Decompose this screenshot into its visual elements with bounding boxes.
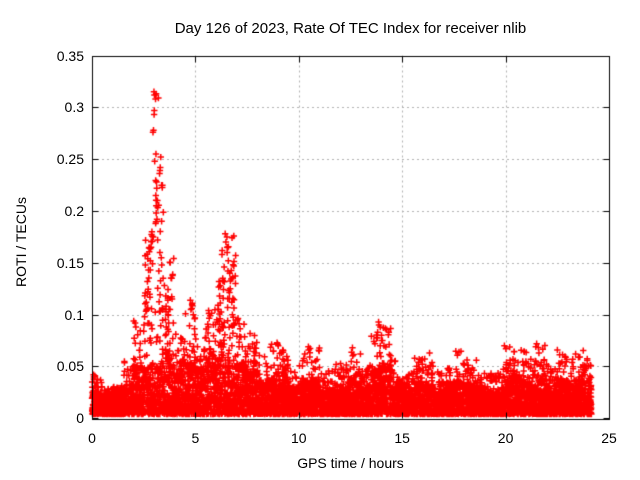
x-tick-label: 10: [291, 430, 307, 446]
y-tick-label: 0.05: [56, 358, 84, 375]
y-tick-label: 0.1: [64, 306, 84, 323]
chart-title: Day 126 of 2023, Rate Of TEC Index for r…: [174, 20, 527, 37]
y-tick-label: 0.15: [56, 254, 84, 271]
x-tick-label: 5: [191, 430, 200, 446]
x-tick-label: 15: [394, 430, 410, 446]
y-tick-label: 0.2: [64, 202, 84, 219]
x-tick-label: 0: [88, 430, 96, 446]
y-tick-label: 0: [76, 410, 84, 427]
x-tick-label: 25: [601, 430, 617, 446]
y-tick-label: 0.25: [56, 151, 84, 168]
x-axis-label: GPS time / hours: [297, 455, 404, 471]
y-tick-label: 0.35: [56, 47, 84, 64]
y-tick-label: 0.3: [64, 99, 84, 116]
x-tick-label: 20: [497, 430, 514, 446]
